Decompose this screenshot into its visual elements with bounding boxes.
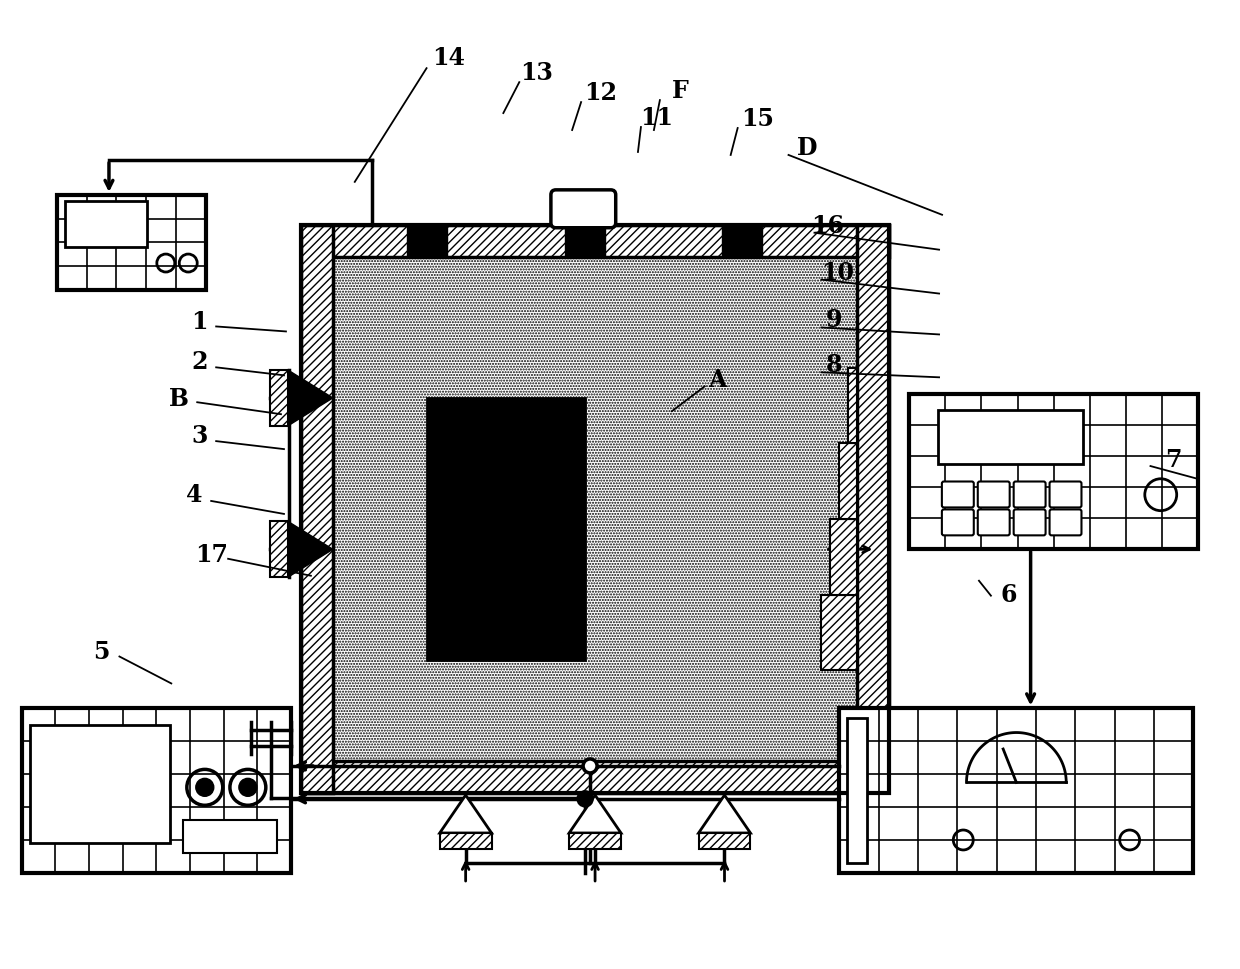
- Text: D: D: [797, 136, 817, 160]
- FancyBboxPatch shape: [1049, 482, 1081, 508]
- FancyBboxPatch shape: [1013, 510, 1045, 536]
- Text: 17: 17: [195, 543, 228, 566]
- Text: 8: 8: [826, 353, 843, 377]
- Bar: [22, 708, 291, 873]
- Text: 4: 4: [186, 483, 202, 507]
- Bar: [301, 226, 889, 794]
- Text: B: B: [170, 387, 190, 411]
- Text: 9: 9: [826, 308, 843, 332]
- Bar: [698, 833, 750, 849]
- Text: 6: 6: [1001, 582, 1017, 606]
- Bar: [821, 595, 857, 671]
- Bar: [831, 519, 857, 595]
- Text: 11: 11: [640, 106, 673, 130]
- Bar: [270, 370, 288, 426]
- Polygon shape: [440, 796, 491, 833]
- Polygon shape: [288, 522, 332, 578]
- FancyBboxPatch shape: [1013, 482, 1045, 508]
- Polygon shape: [698, 796, 750, 833]
- Bar: [939, 410, 1083, 464]
- Circle shape: [239, 778, 257, 797]
- Bar: [857, 226, 889, 794]
- Bar: [64, 203, 146, 248]
- Text: 16: 16: [811, 213, 844, 237]
- Text: A: A: [708, 368, 727, 391]
- Circle shape: [578, 792, 591, 806]
- Text: 15: 15: [742, 107, 774, 131]
- Bar: [270, 522, 288, 578]
- Bar: [564, 228, 605, 258]
- FancyBboxPatch shape: [942, 482, 973, 508]
- Bar: [30, 725, 170, 843]
- Bar: [407, 228, 448, 258]
- Text: 2: 2: [191, 350, 207, 374]
- Text: 1: 1: [191, 310, 207, 334]
- Text: 5: 5: [93, 639, 109, 663]
- Bar: [301, 226, 889, 258]
- Bar: [569, 833, 621, 849]
- Bar: [909, 394, 1198, 549]
- Polygon shape: [569, 796, 621, 833]
- Bar: [301, 226, 332, 794]
- Bar: [839, 444, 857, 519]
- Bar: [301, 762, 889, 794]
- FancyBboxPatch shape: [978, 482, 1009, 508]
- Bar: [184, 821, 278, 854]
- FancyBboxPatch shape: [942, 510, 973, 536]
- FancyBboxPatch shape: [1049, 510, 1081, 536]
- Text: 10: 10: [821, 261, 854, 284]
- Bar: [57, 196, 206, 291]
- FancyBboxPatch shape: [978, 510, 1009, 536]
- Bar: [847, 719, 867, 863]
- Circle shape: [196, 778, 213, 797]
- FancyBboxPatch shape: [551, 191, 616, 229]
- Text: 13: 13: [520, 61, 553, 85]
- Text: F: F: [671, 79, 688, 103]
- Bar: [839, 708, 1193, 873]
- Text: 14: 14: [432, 47, 465, 70]
- Text: 7: 7: [1166, 448, 1182, 472]
- Text: 12: 12: [584, 81, 618, 105]
- Bar: [722, 228, 761, 258]
- Text: 3: 3: [191, 423, 207, 448]
- Bar: [428, 398, 584, 661]
- Bar: [440, 833, 491, 849]
- Circle shape: [583, 759, 598, 773]
- Bar: [332, 258, 857, 762]
- Bar: [848, 368, 857, 444]
- Polygon shape: [288, 370, 332, 426]
